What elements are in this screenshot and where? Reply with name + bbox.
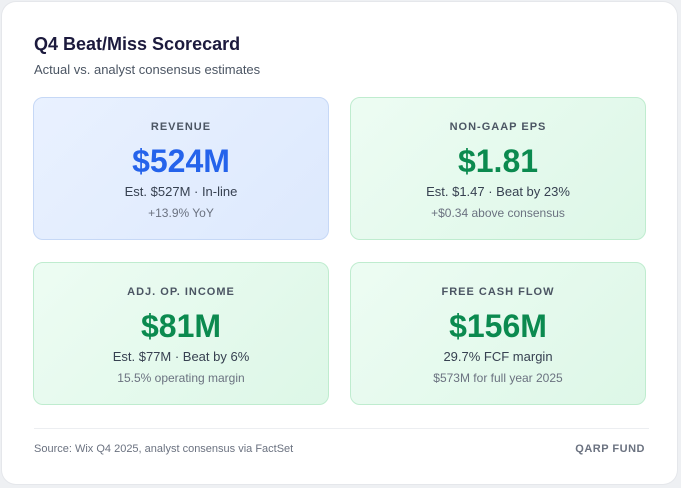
tile-note: $573M for full year 2025 <box>433 371 563 385</box>
tile-value: $524M <box>132 143 230 179</box>
brand-label: QARP FUND <box>575 443 645 455</box>
tile-detail: 29.7% FCF margin <box>443 349 553 364</box>
tile-note: +$0.34 above consensus <box>431 206 565 220</box>
tile-free-cash-flow: FREE CASH FLOW $156M 29.7% FCF margin $5… <box>350 262 646 405</box>
tile-label: REVENUE <box>150 121 212 133</box>
tile-detail: Est. $1.47 · Beat by 23% <box>426 184 570 199</box>
footer-divider <box>34 428 649 429</box>
tile-note: +13.9% YoY <box>148 206 214 220</box>
tile-adj-op-income: ADJ. OP. INCOME $81M Est. $77M · Beat by… <box>33 262 329 405</box>
tile-non-gaap-eps: NON-GAAP EPS $1.81 Est. $1.47 · Beat by … <box>350 97 646 240</box>
page-subtitle: Actual vs. analyst consensus estimates <box>34 62 261 77</box>
tile-detail: Est. $527M · In-line <box>124 184 238 199</box>
scorecard-card: Q4 Beat/Miss Scorecard Actual vs. analys… <box>2 2 677 484</box>
tile-label: FREE CASH FLOW <box>441 286 555 298</box>
tile-revenue: REVENUE $524M Est. $527M · In-line +13.9… <box>33 97 329 240</box>
tile-label: ADJ. OP. INCOME <box>127 286 235 298</box>
tile-value: $1.81 <box>457 143 539 179</box>
tile-label: NON-GAAP EPS <box>449 121 547 133</box>
tile-note: 15.5% operating margin <box>117 371 245 385</box>
tile-value: $81M <box>140 308 222 344</box>
tile-value: $156M <box>449 308 547 344</box>
page-title: Q4 Beat/Miss Scorecard <box>34 34 241 54</box>
tile-detail: Est. $77M · Beat by 6% <box>112 349 250 364</box>
source-note: Source: Wix Q4 2025, analyst consensus v… <box>34 443 294 455</box>
